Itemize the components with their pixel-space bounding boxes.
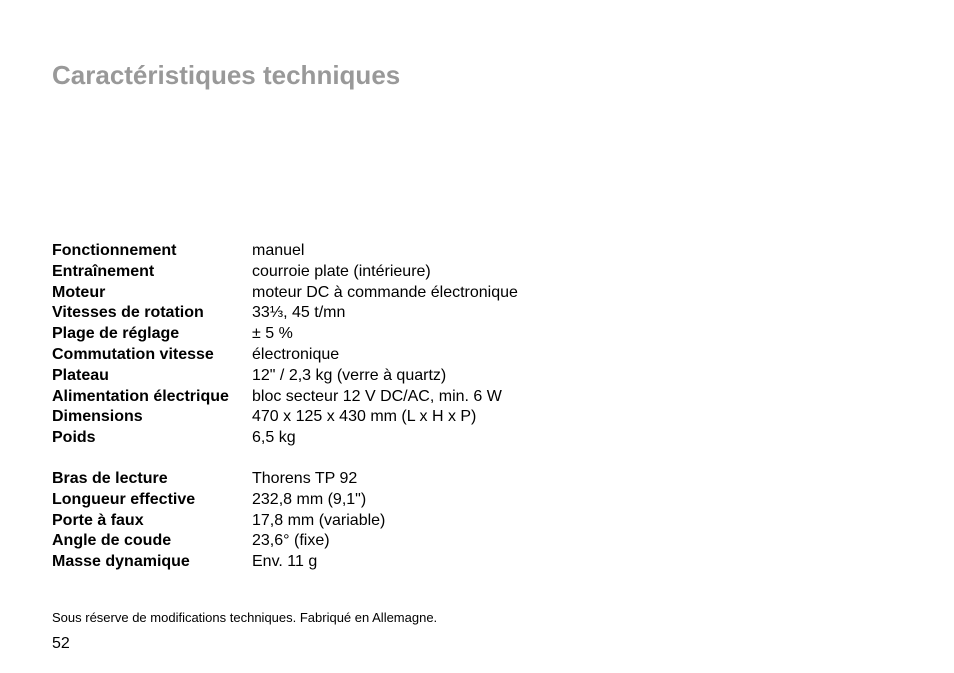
spec-label: Alimentation électrique <box>52 387 252 408</box>
page-number: 52 <box>52 635 70 653</box>
footer-note: Sous réserve de modifications techniques… <box>52 610 437 625</box>
spec-row: Commutation vitesseélectronique <box>52 345 902 366</box>
spec-row: Moteurmoteur DC à commande électronique <box>52 283 902 304</box>
spec-row: Alimentation électriquebloc secteur 12 V… <box>52 387 902 408</box>
spec-value: manuel <box>252 241 304 262</box>
spec-row: Porte à faux17,8 mm (variable) <box>52 511 902 532</box>
specs-group-2: Bras de lectureThorens TP 92 Longueur ef… <box>52 469 902 573</box>
spec-row: Poids6,5 kg <box>52 428 902 449</box>
spec-label: Bras de lecture <box>52 469 252 490</box>
spec-row: Plateau12" / 2,3 kg (verre à quartz) <box>52 366 902 387</box>
spec-row: Fonctionnementmanuel <box>52 241 902 262</box>
spec-label: Entraînement <box>52 262 252 283</box>
spec-row: Vitesses de rotation33⅓, 45 t/mn <box>52 303 902 324</box>
spec-label: Dimensions <box>52 407 252 428</box>
spec-value: électronique <box>252 345 339 366</box>
spec-row: Entraînementcourroie plate (intérieure) <box>52 262 902 283</box>
spec-label: Masse dynamique <box>52 552 252 573</box>
spec-row: Bras de lectureThorens TP 92 <box>52 469 902 490</box>
spec-value: ± 5 % <box>252 324 293 345</box>
spec-value: 17,8 mm (variable) <box>252 511 385 532</box>
spec-value: 23,6° (fixe) <box>252 531 330 552</box>
spec-value: courroie plate (intérieure) <box>252 262 431 283</box>
spec-label: Plateau <box>52 366 252 387</box>
spec-label: Poids <box>52 428 252 449</box>
spec-value: 6,5 kg <box>252 428 296 449</box>
spec-value: 12" / 2,3 kg (verre à quartz) <box>252 366 446 387</box>
spec-value: Env. 11 g <box>252 552 317 573</box>
spec-label: Porte à faux <box>52 511 252 532</box>
spec-row: Masse dynamiqueEnv. 11 g <box>52 552 902 573</box>
spec-value: bloc secteur 12 V DC/AC, min. 6 W <box>252 387 502 408</box>
spec-row: Plage de réglage± 5 % <box>52 324 902 345</box>
specs-group-1: Fonctionnementmanuel Entraînementcourroi… <box>52 241 902 449</box>
spec-row: Dimensions470 x 125 x 430 mm (L x H x P) <box>52 407 902 428</box>
group-gap <box>52 449 902 469</box>
spec-value: 232,8 mm (9,1") <box>252 490 366 511</box>
spec-label: Longueur effective <box>52 490 252 511</box>
spec-label: Commutation vitesse <box>52 345 252 366</box>
spec-row: Angle de coude23,6° (fixe) <box>52 531 902 552</box>
spec-label: Plage de réglage <box>52 324 252 345</box>
spec-label: Angle de coude <box>52 531 252 552</box>
spec-value: 470 x 125 x 430 mm (L x H x P) <box>252 407 476 428</box>
specs-table: Fonctionnementmanuel Entraînementcourroi… <box>52 241 902 573</box>
spec-value: Thorens TP 92 <box>252 469 357 490</box>
spec-value: moteur DC à commande électronique <box>252 283 518 304</box>
spec-value: 33⅓, 45 t/mn <box>252 303 345 324</box>
spec-label: Vitesses de rotation <box>52 303 252 324</box>
spec-row: Longueur effective232,8 mm (9,1") <box>52 490 902 511</box>
spec-label: Fonctionnement <box>52 241 252 262</box>
page: Caractéristiques techniques Fonctionneme… <box>0 0 954 673</box>
page-title: Caractéristiques techniques <box>52 60 902 91</box>
spec-label: Moteur <box>52 283 252 304</box>
